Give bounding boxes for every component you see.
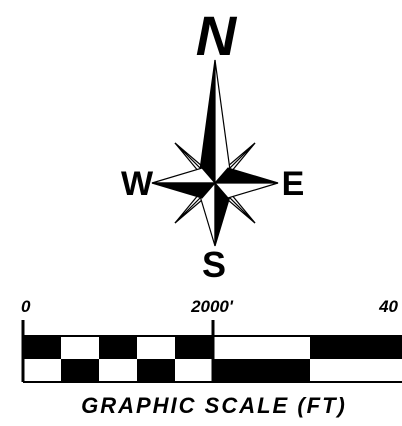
scale-tick-label-2000: 2000': [190, 297, 234, 316]
compass-rose-icon: [151, 59, 279, 247]
scale-segment: [175, 336, 213, 359]
compass-north-label: N: [196, 4, 238, 67]
scale-segment: [61, 359, 99, 382]
compass-south-label: S: [202, 244, 226, 285]
scale-segment: [99, 359, 137, 382]
scale-segment: [61, 336, 99, 359]
compass-cardinal-points: [151, 59, 279, 247]
scale-segment: [310, 359, 402, 382]
scale-segment: [213, 336, 310, 359]
scale-segment: [175, 359, 213, 382]
scale-segment: [23, 359, 61, 382]
compass-east-label: E: [282, 165, 305, 203]
scale-segment: [137, 359, 175, 382]
scale-segment: [23, 336, 61, 359]
scale-segment: [137, 336, 175, 359]
scale-tick-label-4000: 40: [378, 297, 398, 316]
graphic-scale-title: GRAPHIC SCALE (FT): [81, 393, 347, 418]
compass-west-label: W: [121, 165, 154, 203]
scale-segment: [310, 336, 402, 359]
graphic-scale-bar: [21, 320, 402, 383]
scale-segment: [213, 359, 310, 382]
scale-segment: [99, 336, 137, 359]
scale-tick-label-0: 0: [21, 297, 31, 316]
